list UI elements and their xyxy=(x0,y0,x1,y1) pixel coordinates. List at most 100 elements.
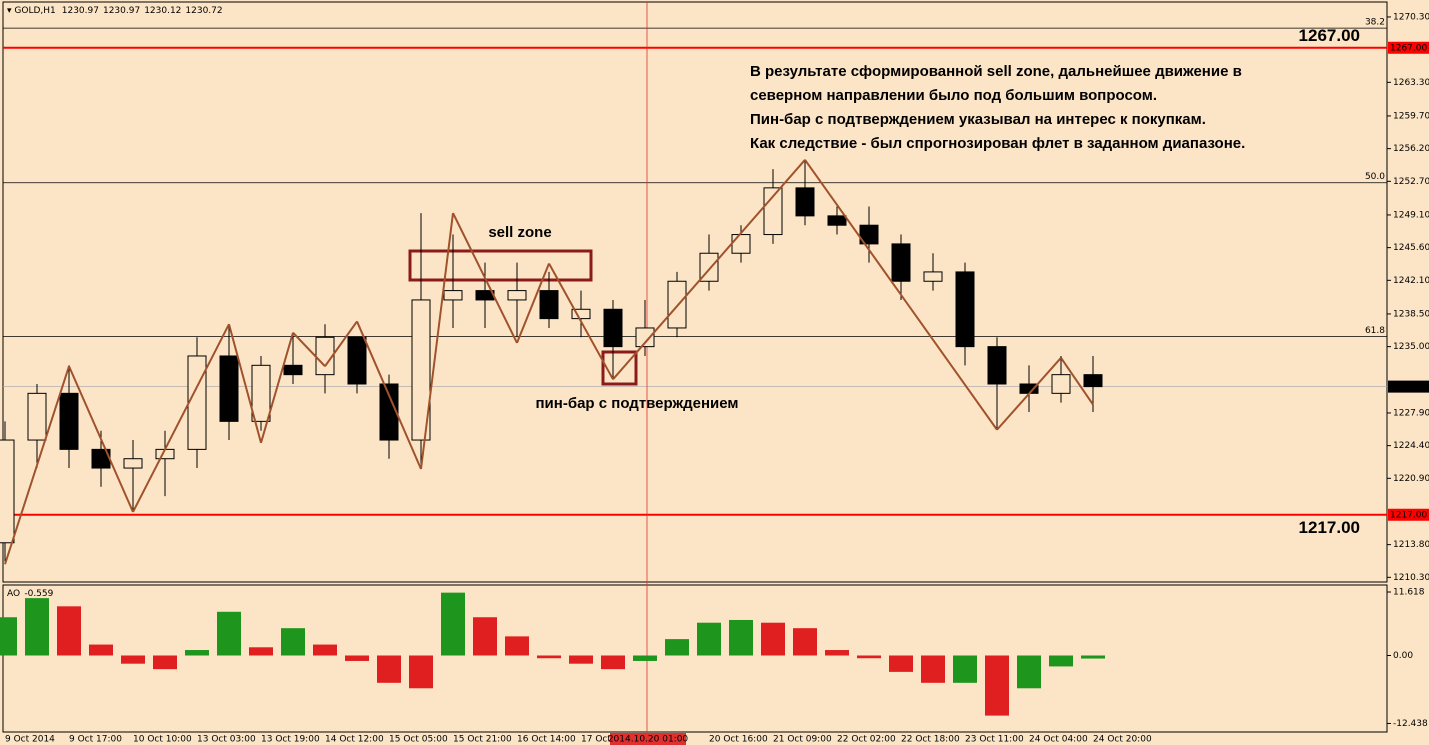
y-tick-label: 1245.60 xyxy=(1393,243,1429,253)
y-tick-label: 1249.10 xyxy=(1393,210,1429,220)
y-tick-label: 1252.70 xyxy=(1393,177,1429,187)
x-tick-label: 9 Oct 2014 xyxy=(5,735,55,745)
candle-body xyxy=(379,383,399,441)
candle-body xyxy=(827,215,847,226)
y-tick-label: 1227.90 xyxy=(1393,408,1429,418)
ao-bar xyxy=(857,655,881,659)
zigzag-segment xyxy=(356,321,422,470)
ao-bar xyxy=(633,655,657,661)
zigzag-segment xyxy=(452,212,518,344)
note-line: северном направлении было под большим во… xyxy=(750,87,1157,104)
candle-body xyxy=(219,355,239,422)
ao-bar xyxy=(537,655,561,659)
candle-body xyxy=(667,280,687,329)
current-price-box xyxy=(1388,380,1429,393)
x-tick-label: 13 Oct 03:00 xyxy=(197,735,256,745)
y-tick-label: 1270.30 xyxy=(1393,12,1429,22)
zigzag-segment xyxy=(324,320,358,367)
ao-bar xyxy=(0,617,17,656)
ao-bar xyxy=(377,655,401,683)
y-tick-label: 1224.40 xyxy=(1393,441,1429,451)
ao-bar xyxy=(985,655,1009,716)
ao-bar xyxy=(217,611,241,656)
x-tick-label: 13 Oct 19:00 xyxy=(261,735,320,745)
x-tick-label: 21 Oct 09:00 xyxy=(773,735,832,745)
candle-body xyxy=(251,364,271,422)
ao-bar xyxy=(601,655,625,670)
candle-body xyxy=(283,364,303,376)
ao-bar xyxy=(953,655,977,683)
candle-body xyxy=(443,290,463,301)
level-box xyxy=(1388,508,1429,521)
bar-high: 1230.97 xyxy=(103,6,140,16)
candle-body xyxy=(539,290,559,320)
ao-bar xyxy=(121,655,145,664)
fib-label: 38.2 xyxy=(1365,18,1385,28)
symbol: GOLD,H1 xyxy=(14,6,55,16)
x-tick-label: 15 Oct 05:00 xyxy=(389,735,448,745)
ao-bar xyxy=(1017,655,1041,689)
zigzag-segment xyxy=(516,263,550,344)
candle-body xyxy=(411,299,431,441)
x-tick-label: 20 Oct 16:00 xyxy=(709,735,768,745)
candle-body xyxy=(763,187,783,236)
ao-bar xyxy=(313,644,337,656)
note-line: Пин-бар с подтверждением указывал на инт… xyxy=(750,111,1206,128)
pin-bar-box xyxy=(601,350,638,386)
ao-bar xyxy=(665,639,689,656)
crosshair-box xyxy=(610,733,686,745)
zigzag-segment xyxy=(260,332,294,444)
zigzag-segment xyxy=(1060,357,1094,406)
y-tick-label: 1210.30 xyxy=(1393,573,1429,583)
zigzag-segment xyxy=(804,159,998,431)
ao-bar xyxy=(761,622,785,656)
level-axis-label: 1217.00 xyxy=(1390,510,1427,520)
bar-close: 1230.72 xyxy=(185,6,222,16)
x-tick-label: 14 Oct 12:00 xyxy=(325,735,384,745)
candle-body xyxy=(859,224,879,245)
zigzag-segment xyxy=(292,331,326,367)
ao-bar xyxy=(281,628,305,656)
candle-body xyxy=(507,290,527,301)
fib-label: 61.8 xyxy=(1365,326,1385,336)
candle-body xyxy=(891,243,911,282)
level-label: 1217.00 xyxy=(1299,518,1360,537)
ao-bar xyxy=(89,644,113,656)
fib-label: 50.0 xyxy=(1365,172,1385,182)
x-tick-label: 15 Oct 21:00 xyxy=(453,735,512,745)
ao-bar xyxy=(793,628,817,656)
y-tick-label: 0.00 xyxy=(1393,651,1413,661)
pin-bar-label: пин-бар с подтверждением xyxy=(535,395,738,412)
ao-bar xyxy=(505,636,529,656)
current-price-label: 1230.72 xyxy=(1390,382,1427,392)
level-axis-label: 1267.00 xyxy=(1390,43,1427,53)
ao-bar xyxy=(441,592,465,656)
x-tick-label: 22 Oct 02:00 xyxy=(837,735,896,745)
zigzag-segment xyxy=(996,357,1062,431)
bar-low: 1230.12 xyxy=(144,6,181,16)
candle-body xyxy=(923,271,943,282)
ao-bar xyxy=(1049,655,1073,667)
crosshair-label: 2014.10.20 01:00 xyxy=(608,735,689,745)
zigzag-segment xyxy=(548,263,614,380)
y-tick-label: 1238.50 xyxy=(1393,309,1429,319)
bar-open: 1230.97 xyxy=(62,6,99,16)
y-tick-label: 1256.20 xyxy=(1393,144,1429,154)
ao-bar xyxy=(921,655,945,683)
note-line: В результате сформированной sell zone, д… xyxy=(750,63,1242,80)
ao-bar xyxy=(249,647,273,656)
ao-bar xyxy=(825,650,849,656)
ao-bar xyxy=(473,617,497,656)
x-tick-label: 22 Oct 18:00 xyxy=(901,735,960,745)
zigzag-segment xyxy=(132,323,230,513)
ao-title: AO xyxy=(7,589,20,599)
ao-bar xyxy=(729,619,753,656)
ao-value: -0.559 xyxy=(24,589,53,599)
ao-bar xyxy=(409,655,433,689)
ao-bar xyxy=(25,598,49,656)
y-tick-label: -12.438 xyxy=(1393,719,1428,729)
ao-header: AO -0.559 xyxy=(7,589,54,599)
note-line: Как следствие - был спрогнозирован флет … xyxy=(750,135,1245,152)
candle-body xyxy=(1083,374,1103,388)
